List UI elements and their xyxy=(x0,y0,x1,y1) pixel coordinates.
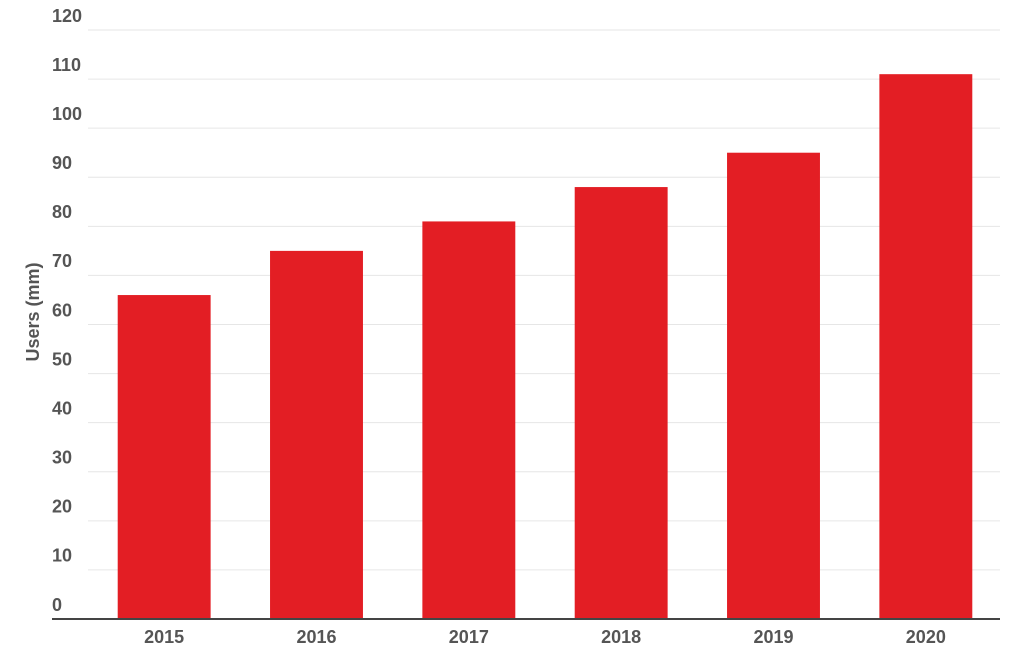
y-tick-label: 40 xyxy=(52,398,72,418)
x-tick-label: 2016 xyxy=(296,627,336,647)
bar xyxy=(270,250,363,619)
y-tick-label: 110 xyxy=(52,55,81,75)
bar xyxy=(879,74,973,620)
y-tick-label: 100 xyxy=(52,104,82,124)
y-tick-label: 30 xyxy=(52,448,72,468)
x-tick-label: 2018 xyxy=(601,627,641,647)
x-tick-label: 2019 xyxy=(753,627,793,647)
y-tick-label: 120 xyxy=(52,6,82,26)
y-tick-label: 70 xyxy=(52,251,72,271)
y-tick-label: 80 xyxy=(52,202,72,222)
bar xyxy=(422,221,516,620)
bar xyxy=(117,295,211,619)
y-tick-label: 10 xyxy=(52,546,72,566)
y-tick-label: 50 xyxy=(52,349,72,369)
x-tick-label: 2015 xyxy=(144,627,184,647)
y-axis-label: Users (mm) xyxy=(23,262,43,361)
x-tick-label: 2020 xyxy=(906,627,946,647)
x-tick-label: 2017 xyxy=(449,627,489,647)
bar xyxy=(727,152,820,620)
y-tick-label: 0 xyxy=(52,595,62,615)
y-tick-label: 90 xyxy=(52,153,72,173)
y-tick-label: 60 xyxy=(52,300,72,320)
bar xyxy=(574,187,668,620)
y-tick-label: 20 xyxy=(52,497,72,517)
